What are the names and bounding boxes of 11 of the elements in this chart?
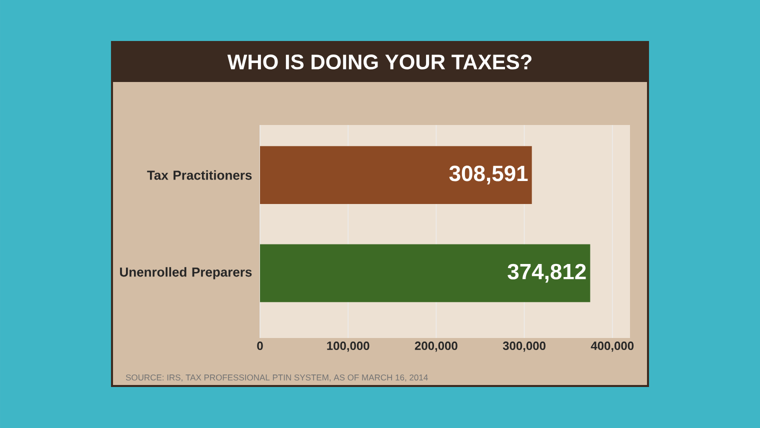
data-label: 374,812 (508, 264, 586, 283)
x-tick-label: 200,000 (414, 342, 458, 352)
x-tick-label: 400,000 (590, 342, 634, 352)
data-label: 308,591 (449, 166, 528, 184)
x-tick-label: 300,000 (502, 342, 546, 352)
source-note: SOURCE: IRS, TAX PROFESSIONAL PTIN SYSTEM, AS OF MARCH 16, 2014 (126, 374, 428, 382)
y-tick-label: Unenrolled Preparers (120, 267, 252, 280)
chart-title: WHO IS DOING YOUR TAXES? (227, 54, 532, 70)
x-tick-label: 100,000 (327, 342, 370, 352)
x-tick-label: 0 (257, 342, 263, 350)
y-tick-label: Tax Practitioners (147, 170, 252, 180)
